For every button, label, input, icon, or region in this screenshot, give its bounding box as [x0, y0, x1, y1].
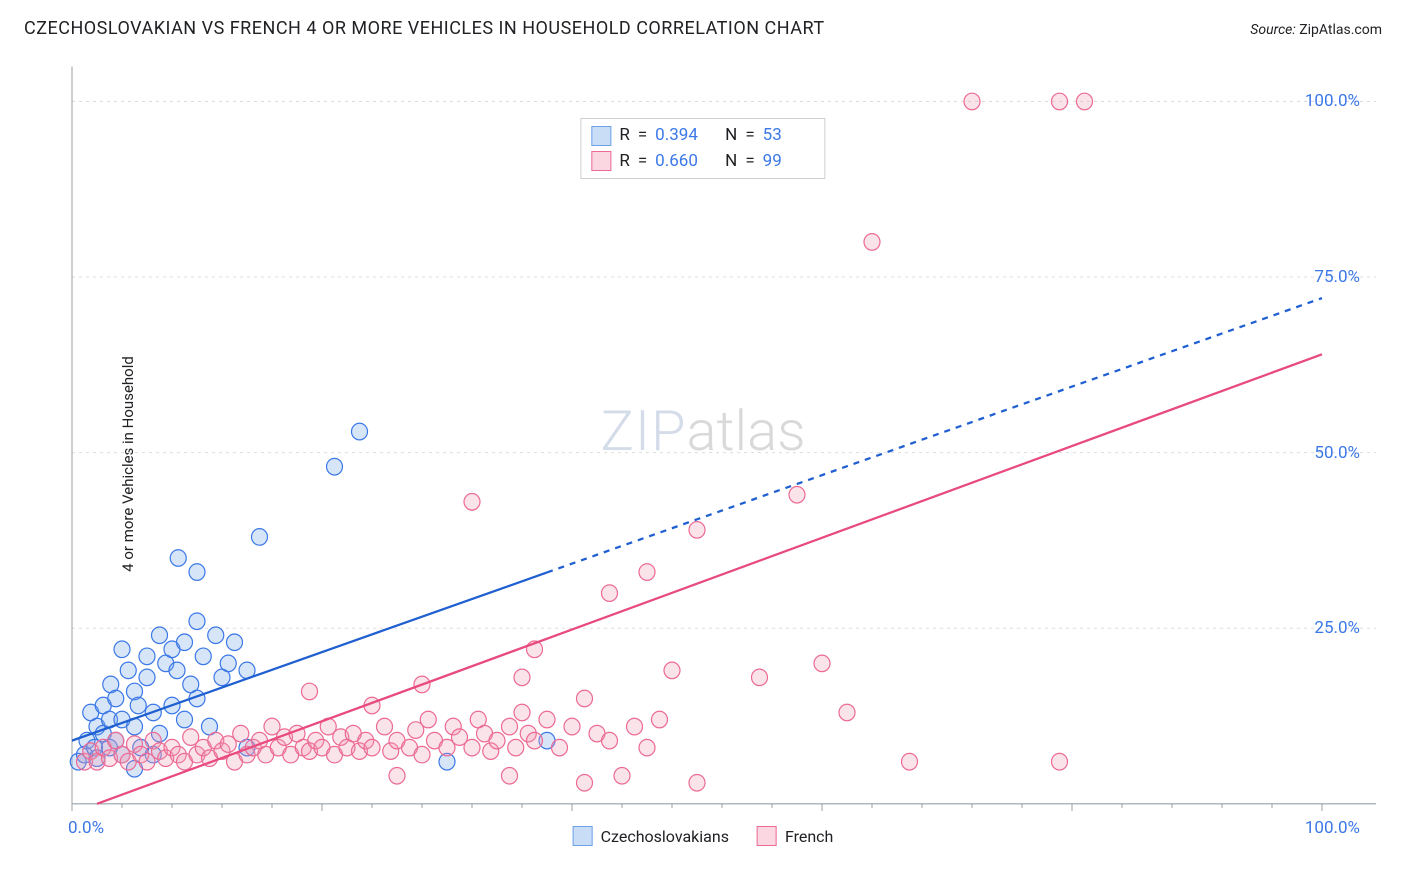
chart-area: 4 or more Vehicles in Household ZIPatlas…: [24, 56, 1382, 872]
legend-r-value: 0.660: [655, 149, 707, 175]
series-legend: Czechoslovakians French: [573, 826, 834, 846]
source-value: ZipAtlas.com: [1299, 22, 1382, 38]
eq: =: [745, 123, 754, 149]
y-tick-label: 100.0%: [1305, 91, 1360, 111]
correlation-legend: R = 0.394 N = 53 R = 0.660 N = 99: [580, 118, 825, 179]
legend-row-french: R = 0.660 N = 99: [591, 149, 814, 175]
legend-swatch: [757, 826, 777, 846]
series-legend-item-czech: Czechoslovakians: [573, 826, 729, 846]
legend-n-value: 99: [763, 149, 815, 175]
eq: =: [638, 149, 647, 175]
legend-n-value: 53: [763, 123, 815, 149]
y-tick-label: 25.0%: [1314, 618, 1360, 638]
eq: =: [745, 149, 754, 175]
legend-row-czech: R = 0.394 N = 53: [591, 123, 814, 149]
legend-swatch: [591, 126, 611, 146]
legend-swatch: [573, 826, 593, 846]
eq: =: [638, 123, 647, 149]
source-attribution: Source: ZipAtlas.com: [1250, 22, 1382, 38]
legend-r-label: R: [619, 149, 629, 175]
source-label: Source:: [1250, 22, 1295, 38]
series-label: Czechoslovakians: [601, 827, 729, 846]
y-tick-label: 50.0%: [1314, 443, 1360, 463]
legend-r-label: R: [619, 123, 629, 149]
legend-swatch: [591, 151, 611, 171]
x-axis-max-label: 100.0%: [1305, 818, 1360, 838]
legend-n-label: N: [725, 149, 737, 175]
series-legend-item-french: French: [757, 826, 833, 846]
legend-r-value: 0.394: [655, 123, 707, 149]
y-tick-label: 75.0%: [1314, 267, 1360, 287]
x-axis-min-label: 0.0%: [68, 818, 104, 838]
series-label: French: [785, 827, 833, 846]
chart-title: CZECHOSLOVAKIAN VS FRENCH 4 OR MORE VEHI…: [24, 18, 825, 39]
legend-n-label: N: [725, 123, 737, 149]
